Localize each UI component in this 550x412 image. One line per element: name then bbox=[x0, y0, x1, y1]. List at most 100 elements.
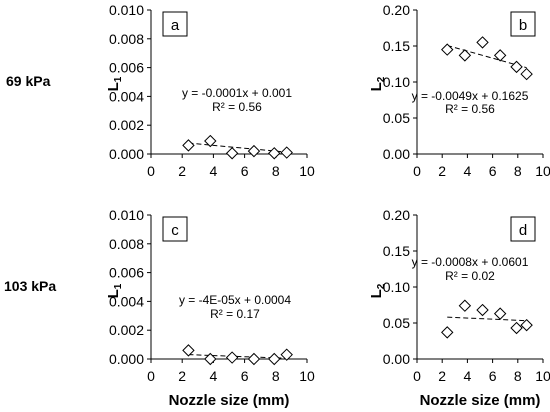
data-point bbox=[441, 43, 454, 56]
data-point bbox=[280, 146, 293, 159]
panel-b: 0.00 0.05 0.10 0.15 0.20 0 2 4 6 8 10 L2 b y = -0.004… bbox=[368, 2, 550, 179]
x-tick-label: 2 bbox=[438, 368, 446, 384]
panel-letter-box bbox=[510, 216, 536, 242]
data-point bbox=[520, 67, 533, 81]
trend-equation: y = -0.0049x + 0.1625 bbox=[412, 89, 529, 103]
data-point bbox=[441, 326, 454, 339]
x-tick-label: 2 bbox=[178, 368, 186, 384]
y-axis-label: L1 bbox=[105, 283, 124, 298]
trend-equation: y = -0.0001x + 0.001 bbox=[182, 86, 292, 100]
y-tick-label: 0.05 bbox=[383, 110, 410, 126]
y-tick-label: 0.006 bbox=[109, 60, 144, 76]
y-tick-label: 0.20 bbox=[383, 207, 410, 223]
data-point bbox=[476, 303, 489, 317]
y-tick-label: 0.004 bbox=[109, 88, 144, 104]
x-tick-label: 8 bbox=[272, 368, 280, 384]
panel-letter: c bbox=[171, 222, 179, 239]
y-tick-label: 0.15 bbox=[383, 38, 410, 54]
y-tick-label: 0.008 bbox=[109, 31, 144, 47]
x-axis-label: Nozzle size (mm) bbox=[420, 392, 541, 409]
y-tick-label: 0.002 bbox=[109, 117, 144, 133]
panel-letter: d bbox=[519, 222, 527, 239]
panel-letter: b bbox=[519, 17, 527, 34]
data-point bbox=[458, 299, 472, 312]
row-label-69kpa: 69 kPa bbox=[6, 73, 51, 89]
y-tick-label: 0.00 bbox=[383, 146, 410, 162]
panel-letter: a bbox=[171, 17, 180, 34]
y-tick-label: 0.10 bbox=[383, 74, 410, 90]
panel-d: 0.00 0.05 0.10 0.15 0.20 0 2 4 6 8 10 L2 Nozzle size… bbox=[368, 207, 550, 409]
y-tick-label: 0.008 bbox=[109, 236, 144, 252]
x-tick-label: 8 bbox=[272, 163, 280, 179]
data-point bbox=[247, 144, 261, 158]
y-tick-label: 0.05 bbox=[383, 315, 410, 331]
trend-equation: y = -4E-05x + 0.0004 bbox=[179, 293, 291, 307]
x-tick-label: 8 bbox=[514, 368, 522, 384]
x-tick-label: 4 bbox=[464, 368, 472, 384]
trendline bbox=[188, 142, 287, 153]
x-tick-label: 0 bbox=[413, 368, 421, 384]
data-point bbox=[182, 344, 195, 357]
x-tick-label: 6 bbox=[489, 368, 497, 384]
x-axis-label: Nozzle size (mm) bbox=[169, 392, 290, 409]
panel-c: 0.000 0.002 0.004 0.006 0.008 0.010 0 2 4 6 8 10 L1 N… bbox=[105, 207, 315, 409]
panel-letter-box bbox=[510, 11, 536, 37]
x-tick-label: 10 bbox=[535, 163, 550, 179]
y-tick-label: 0.010 bbox=[109, 207, 144, 223]
x-tick-label: 6 bbox=[241, 163, 249, 179]
x-tick-label: 8 bbox=[514, 163, 522, 179]
data-point bbox=[182, 139, 195, 152]
data-point bbox=[280, 348, 293, 361]
data-point bbox=[225, 351, 239, 364]
y-axis-label: L1 bbox=[105, 76, 124, 91]
x-tick-label: 0 bbox=[147, 163, 155, 179]
x-tick-label: 10 bbox=[299, 163, 315, 179]
y-tick-label: 0.000 bbox=[109, 351, 144, 367]
y-tick-label: 0.10 bbox=[383, 279, 410, 295]
x-tick-label: 2 bbox=[438, 163, 446, 179]
trend-equation: y = -0.0008x + 0.0601 bbox=[412, 255, 529, 269]
x-tick-label: 2 bbox=[178, 163, 186, 179]
data-point bbox=[225, 147, 239, 160]
r-squared: R² = 0.02 bbox=[445, 269, 495, 283]
data-point bbox=[510, 60, 523, 74]
trendline bbox=[447, 316, 527, 322]
x-tick-label: 10 bbox=[535, 368, 550, 384]
y-tick-label: 0.004 bbox=[109, 293, 144, 309]
y-tick-label: 0.000 bbox=[109, 146, 144, 162]
y-axis-label: L2 bbox=[368, 283, 387, 298]
data-point bbox=[268, 147, 281, 160]
y-tick-label: 0.002 bbox=[109, 322, 144, 338]
x-tick-label: 4 bbox=[210, 163, 218, 179]
y-tick-label: 0.00 bbox=[383, 351, 410, 367]
data-point bbox=[204, 352, 217, 366]
r-squared: R² = 0.56 bbox=[445, 102, 495, 116]
data-point bbox=[510, 321, 523, 335]
x-tick-label: 0 bbox=[147, 368, 155, 384]
data-point bbox=[204, 134, 217, 148]
data-point bbox=[520, 318, 533, 332]
x-tick-label: 0 bbox=[413, 163, 421, 179]
panel-letter-box bbox=[162, 11, 188, 37]
y-axis-label: L2 bbox=[368, 76, 387, 91]
x-tick-label: 10 bbox=[299, 368, 315, 384]
r-squared: R² = 0.17 bbox=[210, 307, 260, 321]
data-point bbox=[476, 36, 489, 49]
y-tick-label: 0.006 bbox=[109, 265, 144, 281]
data-point bbox=[493, 307, 507, 320]
data-point bbox=[268, 352, 281, 366]
data-point bbox=[458, 49, 472, 62]
data-point bbox=[247, 352, 261, 366]
y-tick-label: 0.20 bbox=[383, 2, 410, 18]
r-squared: R² = 0.56 bbox=[212, 100, 262, 114]
x-tick-label: 6 bbox=[489, 163, 497, 179]
data-point bbox=[493, 49, 507, 62]
y-tick-label: 0.010 bbox=[109, 2, 144, 18]
x-tick-label: 4 bbox=[210, 368, 218, 384]
y-tick-label: 0.15 bbox=[383, 243, 410, 259]
row-label-103kpa: 103 kPa bbox=[4, 278, 56, 294]
panel-letter-box bbox=[162, 216, 188, 242]
x-tick-label: 6 bbox=[241, 368, 249, 384]
panel-a: 0.000 0.002 0.004 0.006 0.008 0.010 0 2 4 6 8 10 L1 a… bbox=[105, 2, 315, 179]
